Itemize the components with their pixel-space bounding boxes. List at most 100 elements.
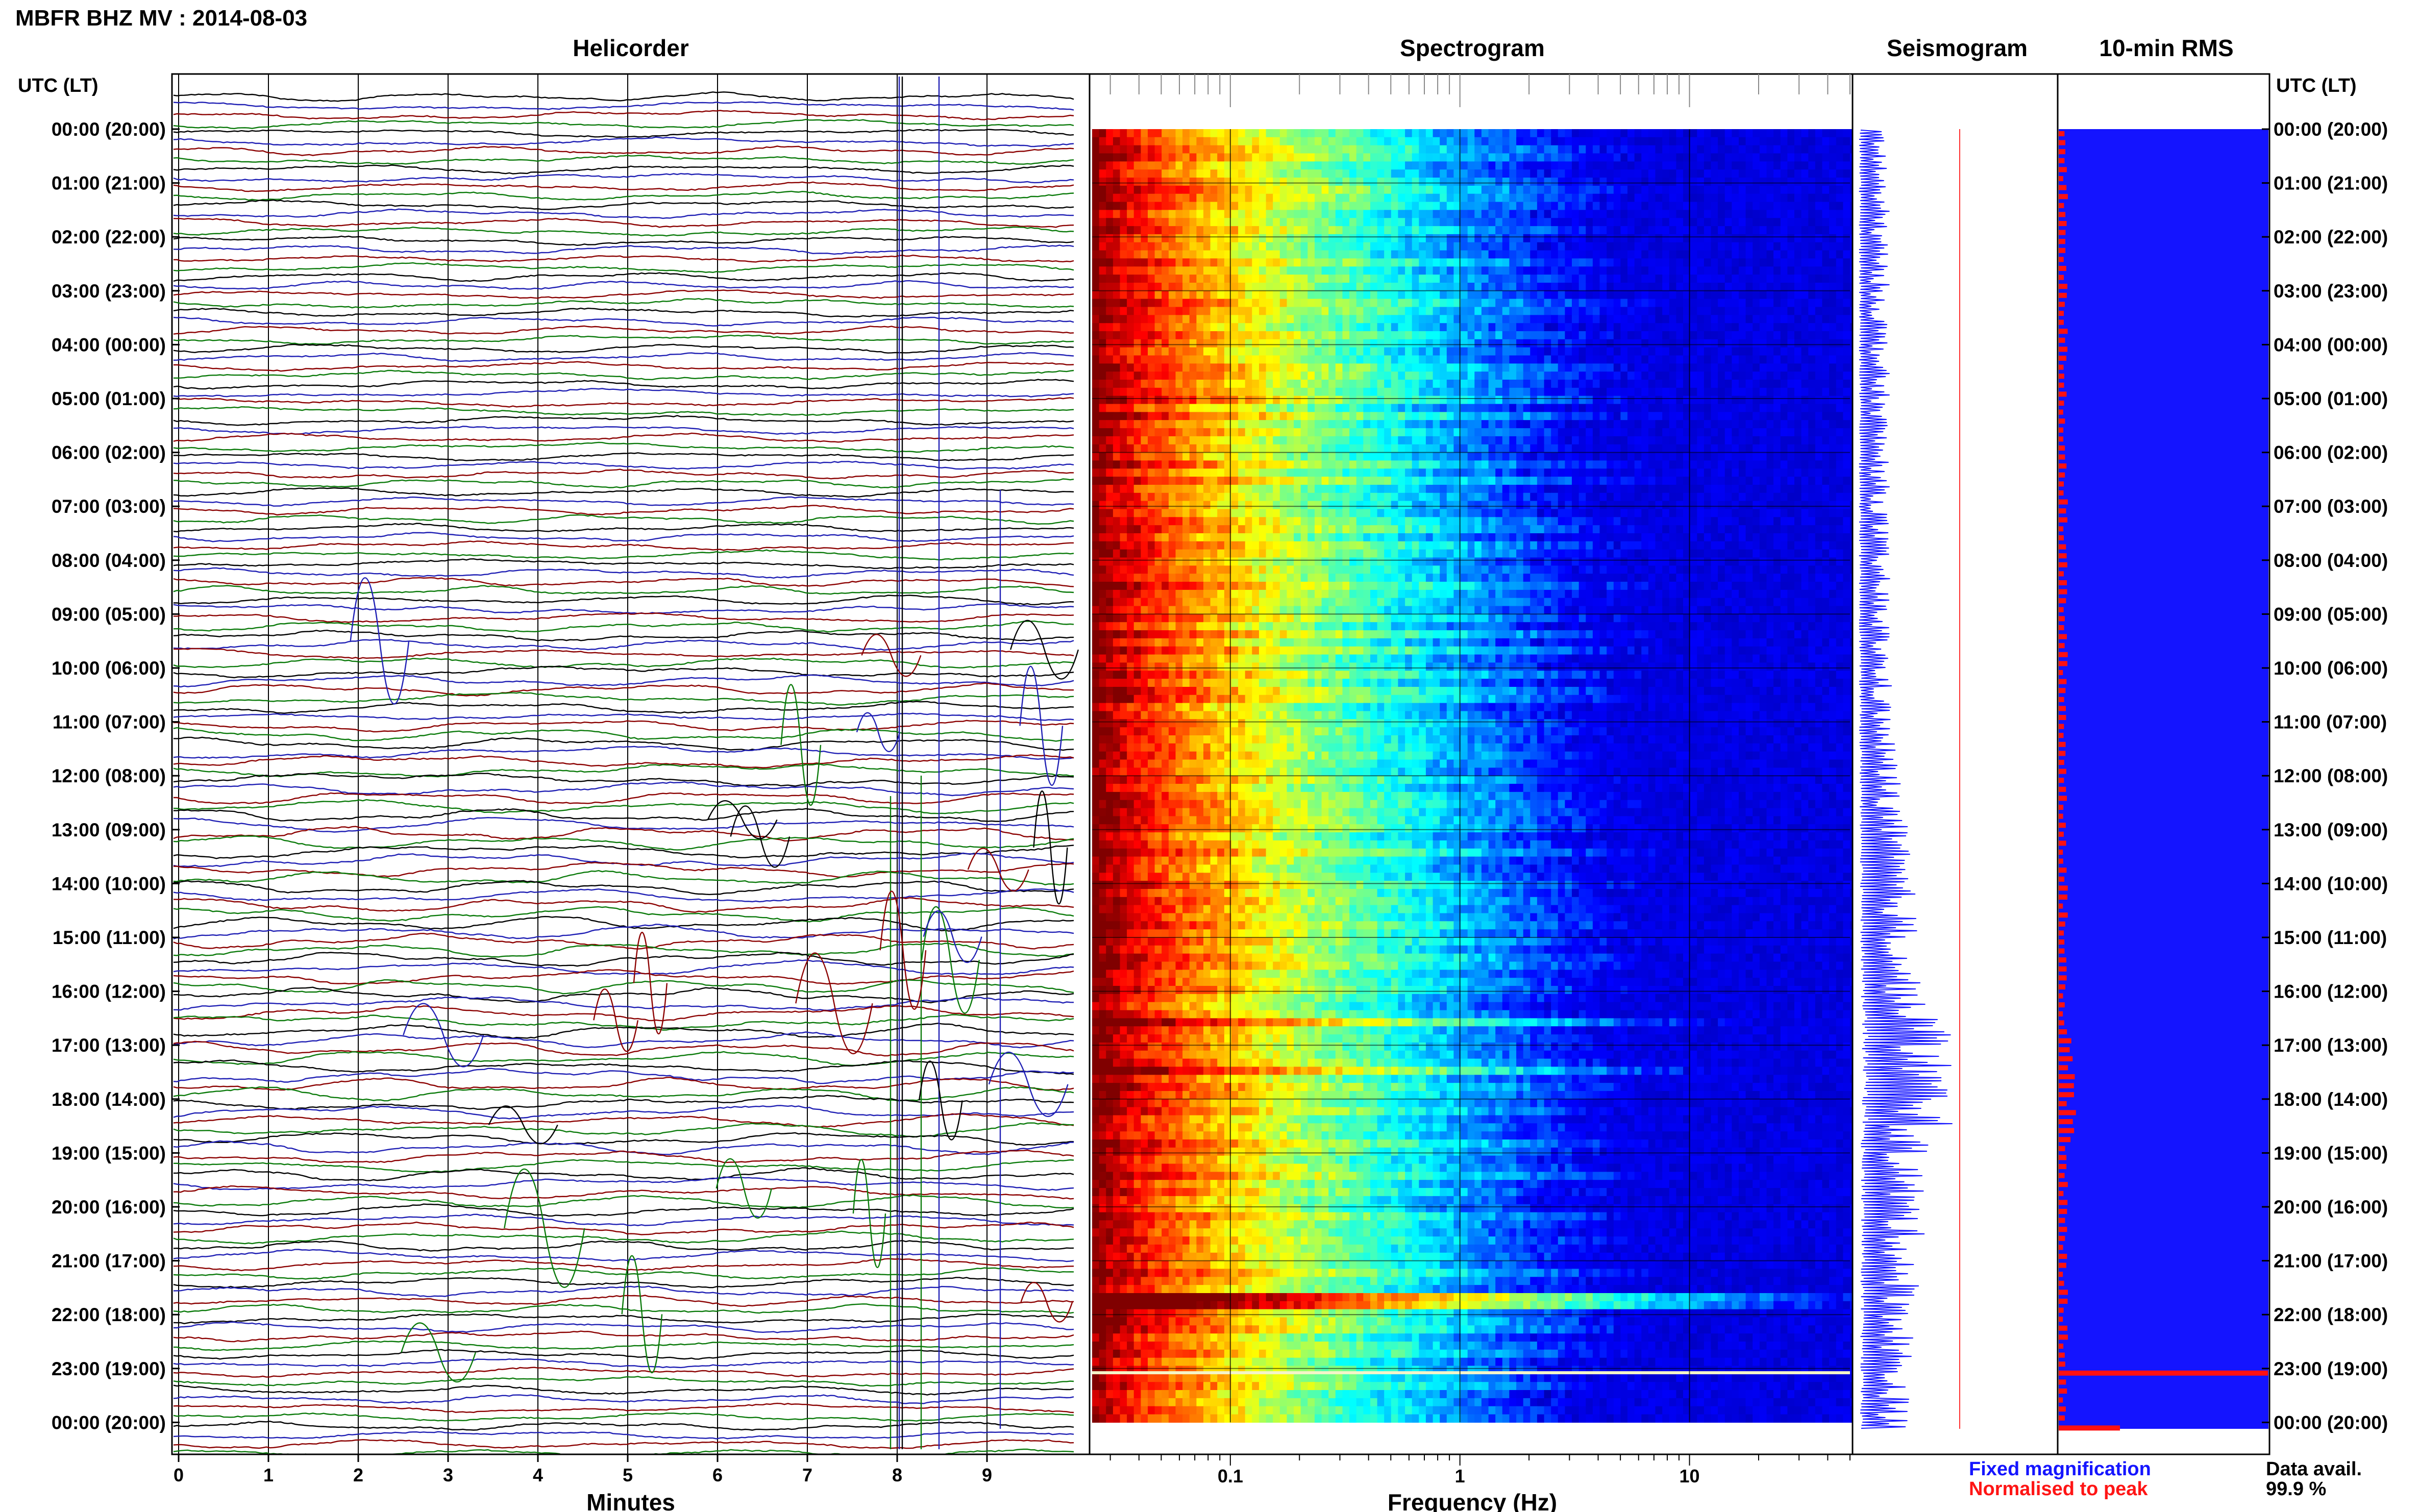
spectrogram-cell [1669, 323, 1677, 332]
spectrogram-cell [1279, 420, 1288, 429]
spectrogram-cell [1530, 387, 1538, 396]
spectrogram-cell [1599, 355, 1608, 364]
spectrogram-cell [1189, 275, 1197, 283]
spectrogram-cell [1405, 185, 1413, 194]
spectrogram-cell [1523, 299, 1531, 307]
spectrogram-cell [1279, 242, 1288, 251]
spectrogram-cell [1356, 380, 1364, 388]
spectrogram-cell [1683, 153, 1691, 162]
spectrogram-cell [1349, 178, 1357, 186]
spectrogram-cell [1162, 436, 1169, 445]
helicorder-trace [173, 1014, 1074, 1031]
spectrogram-cell [1154, 387, 1163, 396]
spectrogram-cell [1544, 129, 1552, 138]
spectrogram-cell [1175, 404, 1183, 412]
spectrogram-cell [1530, 202, 1538, 210]
spectrogram-cell [1599, 258, 1608, 267]
spectrogram-cell [1634, 387, 1642, 396]
spectrogram-cell [1836, 283, 1844, 291]
spectrogram-cell [1217, 315, 1225, 324]
spectrogram-cell [1509, 468, 1517, 477]
spectrogram-cell [1592, 218, 1600, 227]
spectrogram-cell [1572, 380, 1579, 388]
spectrogram-cell [1481, 299, 1489, 307]
spectrogram-cell [1544, 307, 1552, 315]
spectrogram-cell [1634, 242, 1642, 251]
spectrogram-cell [1461, 185, 1468, 194]
spectrogram-cell [1412, 283, 1420, 291]
spectrogram-cell [1607, 283, 1614, 291]
spectrogram-cell [1273, 202, 1280, 210]
spectrogram-cell [1607, 234, 1614, 243]
spectrogram-cell [1217, 202, 1225, 210]
spectrogram-cell [1238, 202, 1246, 210]
spectrogram-cell [1627, 420, 1635, 429]
spectrogram-cell [1822, 323, 1830, 332]
spectrogram-cell [1474, 355, 1482, 364]
spectrogram-cell [1266, 234, 1274, 243]
helicorder-trace [173, 682, 1074, 697]
spectrogram-cell [1210, 323, 1218, 332]
spectrogram-cell [1294, 387, 1301, 396]
spectrogram-cell [1669, 275, 1677, 283]
spectrogram-cell [1321, 428, 1329, 437]
spectrogram-cell [1732, 428, 1739, 437]
spectrogram-cell [1474, 420, 1482, 429]
spectrogram-cell [1481, 275, 1489, 283]
spectrogram-cell [1662, 371, 1670, 380]
spectrogram-cell [1342, 380, 1350, 388]
spectrogram-cell [1607, 468, 1614, 477]
spectrogram-cell [1266, 387, 1274, 396]
spectrogram-cell [1565, 153, 1572, 162]
spectrogram-cell [1752, 468, 1760, 477]
spectrogram-cell [1273, 323, 1280, 332]
spectrogram-cell [1294, 323, 1301, 332]
spectrogram-cell [1599, 452, 1608, 461]
spectrogram-cell [1467, 387, 1475, 396]
spectrogram-cell [1829, 178, 1837, 186]
spectrogram-cell [1843, 371, 1850, 380]
spectrogram-cell [1377, 258, 1385, 267]
helicorder-trace [173, 969, 1074, 985]
spectrogram-cell [1210, 283, 1218, 291]
spectrogram-cell [1377, 266, 1385, 275]
spectrogram-cell [1655, 436, 1663, 445]
spectrogram-cell [1745, 153, 1754, 162]
spectrogram-cell [1168, 347, 1176, 356]
spectrogram-cell [1704, 307, 1712, 315]
spectrogram-cell [1578, 331, 1587, 340]
spectrogram-cell [1474, 395, 1482, 405]
spectrogram-cell [1752, 315, 1760, 324]
spectrogram-cell [1586, 428, 1593, 437]
spectrogram-cell [1676, 331, 1684, 340]
spectrogram-cell [1162, 387, 1169, 396]
spectrogram-cell [1425, 210, 1434, 218]
spectrogram-cell [1419, 355, 1426, 364]
spectrogram-cell [1502, 307, 1510, 315]
spectrogram-cell [1655, 283, 1663, 291]
spectrogram-cell [1815, 242, 1823, 251]
spectrogram-cell [1676, 202, 1684, 210]
spectrogram-cell [1516, 428, 1524, 437]
spectrogram-cell [1217, 169, 1225, 178]
spectrogram-cell [1363, 193, 1371, 203]
spectrogram-cell [1648, 169, 1656, 178]
spectrogram-cell [1572, 275, 1579, 283]
spectrogram-cell [1405, 428, 1413, 437]
spectrogram-cell [1711, 299, 1719, 307]
spectrogram-cell [1120, 258, 1128, 267]
helicorder-trace [174, 361, 1074, 372]
spectrogram-cell [1210, 371, 1218, 380]
spectrogram-cell [1613, 339, 1621, 348]
spectrogram-cell [1787, 242, 1795, 251]
spectrogram-cell [1794, 380, 1802, 388]
spectrogram-cell [1412, 380, 1420, 388]
spectrogram-cell [1488, 275, 1496, 283]
spectrogram-cell [1266, 210, 1274, 218]
helicorder-trace [173, 799, 1074, 814]
spectrogram-cell [1287, 193, 1295, 203]
spectrogram-cell [1461, 250, 1468, 259]
spectrogram-cell [1231, 299, 1239, 307]
spectrogram-cell [1794, 169, 1802, 178]
spectrogram-cell [1189, 323, 1197, 332]
